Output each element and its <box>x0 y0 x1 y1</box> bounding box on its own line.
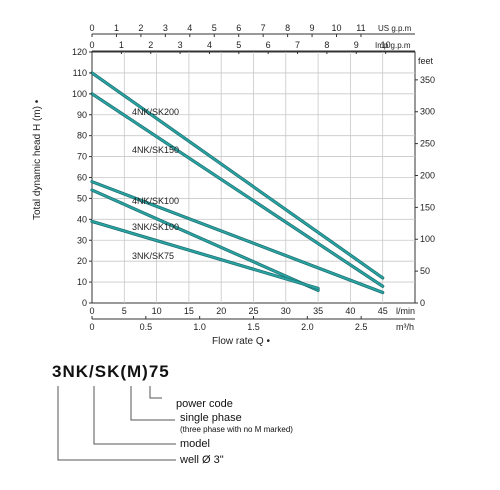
x-m3h-tick-label: 2.5 <box>355 322 368 332</box>
y-left-tick-label: 60 <box>77 173 87 183</box>
y-left-tick-label: 0 <box>82 298 87 308</box>
y-right-tick-label: 300 <box>420 107 435 117</box>
y-right-tick-label: 50 <box>420 266 430 276</box>
y-left-tick-label: 10 <box>77 277 87 287</box>
series-label: 3NK/SK75 <box>132 251 174 261</box>
y-left-tick-label: 30 <box>77 235 87 245</box>
series-label: 3NK/SK100 <box>132 222 179 232</box>
y-left-tick-label: 90 <box>77 110 87 120</box>
connector-power-code <box>149 386 162 399</box>
right-axis-unit: feet <box>418 56 434 66</box>
x-m3h-tick-label: 1.5 <box>247 322 260 332</box>
m3h-unit: m³/h <box>396 322 414 332</box>
x-lmin-tick-label: 45 <box>378 306 388 316</box>
x-impgpm-tick-label: 7 <box>295 40 300 50</box>
lmin-unit: l/min <box>396 306 415 316</box>
x-usgpm-tick-label: 7 <box>261 23 266 33</box>
x-m3h-tick-label: 1.0 <box>193 322 206 332</box>
legend-connectors <box>57 386 176 461</box>
x-impgpm-tick-label: 9 <box>354 40 359 50</box>
connector-model <box>93 386 176 445</box>
x-impgpm-tick-label: 1 <box>119 40 124 50</box>
x-m3h-tick-label: 0 <box>89 322 94 332</box>
x-impgpm-tick-label: 0 <box>89 40 94 50</box>
x-impgpm-tick-label: 6 <box>266 40 271 50</box>
x-usgpm-tick-label: 1 <box>114 23 119 33</box>
y-left-tick-label: 80 <box>77 131 87 141</box>
series-line-3nk-sk75 <box>91 220 320 290</box>
legend-single-phase: single phase (three phase with no M mark… <box>180 412 293 434</box>
x-lmin-tick-label: 40 <box>345 306 355 316</box>
series-label: 4NK/SK200 <box>132 107 179 117</box>
y-right-tick-label: 150 <box>420 202 435 212</box>
legend-model: model <box>180 438 210 450</box>
y-left-tick-label: 40 <box>77 214 87 224</box>
x-usgpm-tick-label: 6 <box>236 23 241 33</box>
x-impgpm-tick-label: 3 <box>178 40 183 50</box>
x-axis-label: Flow rate Q • <box>212 336 270 347</box>
y-right-tick-label: 0 <box>420 298 425 308</box>
y-left-tick-label: 20 <box>77 256 87 266</box>
x-lmin-tick-label: 0 <box>89 306 94 316</box>
x-impgpm-tick-label: 8 <box>324 40 329 50</box>
x-usgpm-tick-label: 3 <box>163 23 168 33</box>
legend-single-phase-note: (three phase with no M marked) <box>180 425 293 434</box>
y-left-tick-label: 110 <box>73 68 87 78</box>
series-line-4nk-sk100 <box>91 180 384 294</box>
series-lines: 4NK/SK200 4NK/SK150 4NK/SK100 3NK/SK100 3NK/… <box>90 71 385 295</box>
x-lmin-tick-label: 15 <box>184 306 194 316</box>
series-line-4nk-sk200 <box>91 72 384 279</box>
x-usgpm-tick-label: 5 <box>212 23 217 33</box>
x-usgpm-tick-label: 8 <box>285 23 290 33</box>
x-usgpm-tick-label: 2 <box>138 23 143 33</box>
x-lmin-tick-label: 10 <box>152 306 162 316</box>
y-right-tick-label: 200 <box>420 170 435 180</box>
legend-power-code: power code <box>176 398 233 410</box>
gridlines <box>92 52 415 303</box>
y-right-tick-label: 350 <box>420 75 435 85</box>
x-usgpm-tick-label: 4 <box>187 23 192 33</box>
x-impgpm-tick-label: 5 <box>236 40 241 50</box>
x-impgpm-tick-label: 10 <box>381 40 391 50</box>
x-lmin-tick-label: 5 <box>122 306 127 316</box>
unit-labels: feet US g.p.m Imp g.p.m l/min m³/h <box>375 24 434 332</box>
imp-gpm-unit: Imp g.p.m <box>375 41 411 50</box>
connector-single-phase <box>130 386 175 421</box>
series-line-4nk-sk150 <box>91 92 384 288</box>
x-lmin-tick-label: 20 <box>216 306 226 316</box>
x-m3h-tick-label: 0.5 <box>140 322 153 332</box>
y-right-tick-label: 250 <box>420 139 435 149</box>
legend-well: well Ø 3" <box>180 454 224 466</box>
y-left-tick-label: 100 <box>72 89 87 99</box>
y-left-tick-label: 50 <box>77 193 87 203</box>
x-impgpm-tick-label: 2 <box>148 40 153 50</box>
x-lmin-tick-label: 35 <box>313 306 323 316</box>
y-axis-label: Total dynamic head H (m) • <box>32 99 43 220</box>
connector-well <box>57 386 176 461</box>
series-label: 4NK/SK100 <box>132 196 179 206</box>
x-usgpm-tick-label: 9 <box>310 23 315 33</box>
x-lmin-tick-label: 30 <box>281 306 291 316</box>
x-usgpm-tick-label: 0 <box>89 23 94 33</box>
legend-single-phase-label: single phase <box>180 412 242 424</box>
series-label: 4NK/SK150 <box>132 145 179 155</box>
series-line-3nk-sk100 <box>91 189 320 292</box>
x-lmin-tick-label: 25 <box>248 306 258 316</box>
y-right-tick-label: 100 <box>420 234 435 244</box>
model-code: 3NK/SK(M)75 <box>52 362 170 381</box>
y-left-tick-label: 70 <box>77 152 87 162</box>
us-gpm-unit: US g.p.m <box>378 24 412 33</box>
x-impgpm-tick-label: 4 <box>207 40 212 50</box>
x-m3h-tick-label: 2.0 <box>301 322 314 332</box>
x-usgpm-tick-label: 11 <box>356 23 365 33</box>
y-left-tick-label: 120 <box>72 47 87 57</box>
x-usgpm-tick-label: 10 <box>332 23 342 33</box>
